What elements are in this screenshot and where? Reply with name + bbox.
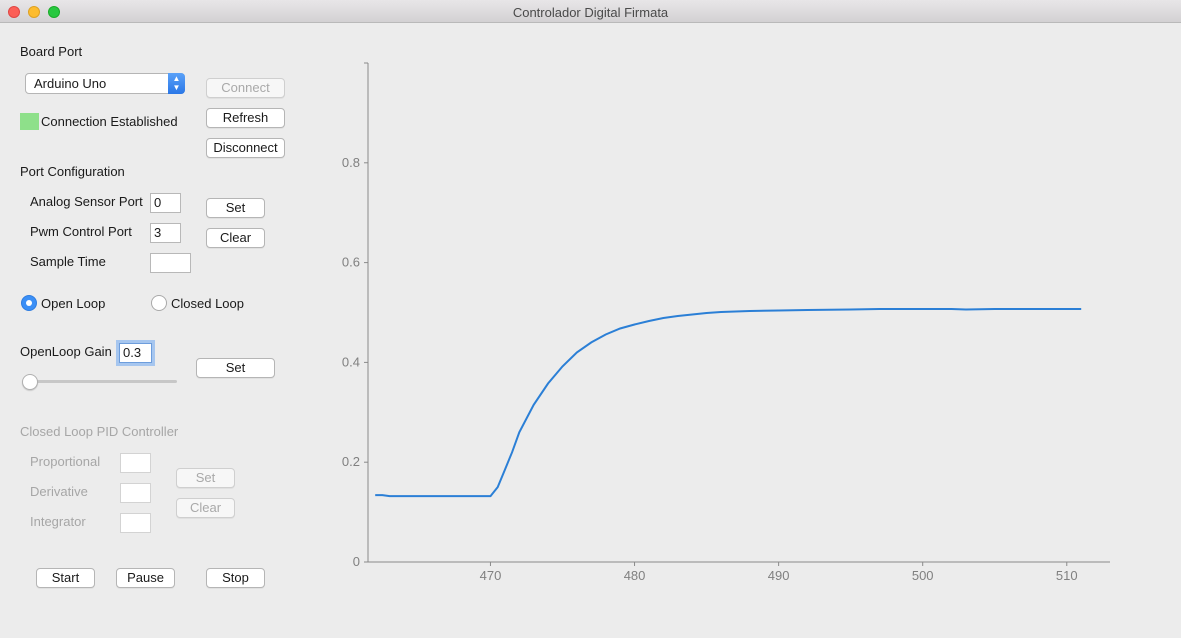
close-window-button[interactable]	[8, 6, 20, 18]
port-clear-button[interactable]: Clear	[206, 228, 265, 248]
pid-section-label: Closed Loop PID Controller	[20, 424, 179, 439]
analog-sensor-port-label: Analog Sensor Port	[30, 194, 143, 209]
connect-button[interactable]: Connect	[206, 78, 285, 98]
disconnect-button[interactable]: Disconnect	[206, 138, 285, 158]
closed-loop-radio[interactable]	[151, 295, 167, 311]
y-tick-label: 0.6	[342, 255, 360, 270]
x-tick-label: 500	[912, 568, 934, 583]
y-tick-label: 0.2	[342, 454, 360, 469]
openloop-set-button[interactable]: Set	[196, 358, 275, 378]
title-bar: Controlador Digital Firmata	[0, 0, 1181, 23]
port-set-button[interactable]: Set	[206, 198, 265, 218]
openloop-gain-input[interactable]: 0.3	[119, 343, 152, 363]
board-port-label: Board Port	[20, 44, 83, 59]
derivative-input[interactable]	[120, 483, 151, 503]
integrator-label: Integrator	[30, 514, 86, 529]
chevron-updown-icon: ▲ ▼	[168, 73, 185, 94]
pause-button[interactable]: Pause	[116, 568, 175, 588]
response-chart: 0 0.2 0.4 0.6 0.8 470 480 490 500 510	[342, 62, 1110, 583]
stop-button[interactable]: Stop	[206, 568, 265, 588]
connection-status-text: Connection Established	[41, 114, 178, 129]
derivative-label: Derivative	[30, 484, 88, 499]
minimize-window-button[interactable]	[28, 6, 40, 18]
y-tick-label: 0.4	[342, 354, 360, 369]
pid-clear-button[interactable]: Clear	[176, 498, 235, 518]
start-button[interactable]: Start	[36, 568, 95, 588]
x-tick-label: 480	[624, 568, 646, 583]
board-port-select[interactable]: Arduino Uno ▲ ▼	[25, 73, 185, 94]
x-tick-label: 510	[1056, 568, 1078, 583]
connection-status-indicator	[20, 113, 39, 130]
port-configuration-label: Port Configuration	[20, 164, 125, 179]
open-loop-label: Open Loop	[41, 296, 106, 311]
sample-time-input[interactable]	[150, 253, 191, 273]
window-title: Controlador Digital Firmata	[512, 5, 669, 20]
y-tick-label: 0	[353, 554, 360, 569]
pwm-control-port-input[interactable]: 3	[150, 223, 181, 243]
proportional-input[interactable]	[120, 453, 151, 473]
refresh-button[interactable]: Refresh	[206, 108, 285, 128]
openloop-gain-slider-track[interactable]	[25, 380, 177, 383]
integrator-input[interactable]	[120, 513, 151, 533]
openloop-gain-label: OpenLoop Gain	[20, 344, 112, 359]
openloop-gain-slider-knob[interactable]	[22, 374, 38, 390]
pid-set-button[interactable]: Set	[176, 468, 235, 488]
closed-loop-label: Closed Loop	[171, 296, 244, 311]
proportional-label: Proportional	[30, 454, 101, 469]
x-tick-label: 470	[480, 568, 502, 583]
response-series-line	[375, 308, 1082, 498]
sample-time-label: Sample Time	[30, 254, 106, 269]
open-loop-radio[interactable]	[21, 295, 37, 311]
zoom-window-button[interactable]	[48, 6, 60, 18]
analog-sensor-port-input[interactable]: 0	[150, 193, 181, 213]
x-tick-label: 490	[768, 568, 790, 583]
pwm-control-port-label: Pwm Control Port	[30, 224, 132, 239]
board-port-value: Arduino Uno	[34, 76, 107, 91]
y-tick-label: 0.8	[342, 155, 360, 170]
